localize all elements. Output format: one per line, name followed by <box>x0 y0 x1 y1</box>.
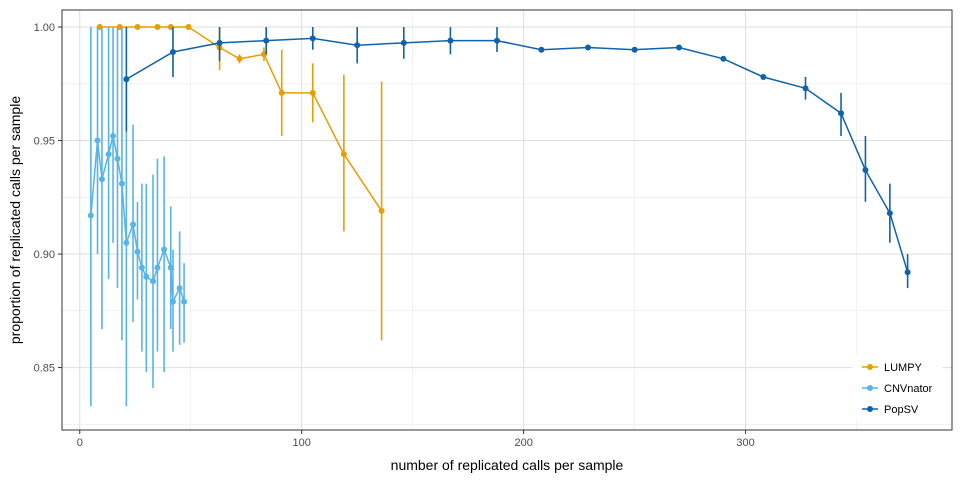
cnvnator-point <box>87 212 94 219</box>
y-tick-label: 0.90 <box>34 249 55 261</box>
legend: LUMPY CNVnator PopSV <box>852 354 942 420</box>
y-axis-title: proportion of replicated calls per sampl… <box>7 96 23 344</box>
series-layer <box>87 24 911 407</box>
panel-border <box>61 9 953 431</box>
x-tick-label: 200 <box>514 437 532 449</box>
x-tick-label: 100 <box>293 437 311 449</box>
cnvnator-point <box>161 246 168 253</box>
legend-label: CNVnator <box>884 383 933 395</box>
legend-label: PopSV <box>884 404 919 416</box>
cnvnator-point <box>149 278 156 285</box>
x-tick-label: 0 <box>77 437 83 449</box>
legend-item-popsv: PopSV <box>862 404 919 416</box>
popsv-point <box>631 46 638 53</box>
popsv-point <box>400 39 407 46</box>
lumpy-point <box>309 89 316 96</box>
popsv-line <box>126 37 909 273</box>
major-grid <box>62 10 952 430</box>
popsv-point <box>123 76 130 83</box>
cnvnator-point <box>105 151 112 158</box>
cnvnator-point <box>134 248 141 255</box>
x-axis-title: number of replicated calls per sample <box>391 457 624 473</box>
legend-item-cnvnator: CNVnator <box>862 383 933 395</box>
cnvnator-point <box>110 133 117 139</box>
popsv-point <box>263 37 270 44</box>
cnvnator-point <box>118 180 125 187</box>
popsv-point <box>354 42 361 49</box>
popsv-point <box>494 37 501 44</box>
popsv-point <box>886 210 893 217</box>
popsv-point <box>904 269 911 276</box>
lumpy-point <box>378 207 385 214</box>
cnvnator-point <box>138 264 145 271</box>
popsv-point <box>720 55 727 62</box>
cnvnator-point <box>167 264 174 271</box>
y-tick-label: 0.95 <box>34 136 55 148</box>
lumpy-point <box>236 55 243 62</box>
y-tick-label: 1.00 <box>34 22 55 34</box>
popsv-point <box>862 167 869 174</box>
lumpy-point <box>134 24 141 31</box>
y-tick-label: 0.85 <box>34 363 55 375</box>
lumpy-point <box>340 151 347 158</box>
legend-key-point <box>867 385 873 391</box>
cnvnator-point <box>94 137 101 144</box>
popsv-point <box>760 73 767 80</box>
popsv-point <box>676 44 683 51</box>
popsv-point <box>538 46 545 53</box>
minor-grid <box>62 10 952 430</box>
cnvnator-point <box>143 273 150 280</box>
cnvnator-point <box>181 298 188 305</box>
cnvnator-point <box>123 239 130 246</box>
cnvnator-point <box>98 176 105 183</box>
legend-key-point <box>867 364 873 370</box>
popsv-point <box>216 39 223 46</box>
legend-key-point <box>867 406 873 412</box>
popsv-point <box>802 85 809 92</box>
popsv-point <box>838 110 845 117</box>
legend-item-lumpy: LUMPY <box>862 362 923 374</box>
cnvnator-point <box>169 298 176 305</box>
x-tick-label: 300 <box>736 437 754 449</box>
popsv-point <box>585 44 592 51</box>
cnvnator-point <box>114 155 121 162</box>
series-cnvnator <box>87 27 188 407</box>
cnvnator-point <box>176 285 183 292</box>
popsv-point <box>169 49 176 55</box>
lumpy-point <box>185 24 192 31</box>
lumpy-point <box>278 89 285 96</box>
popsv-point <box>309 35 316 42</box>
popsv-point <box>447 37 454 44</box>
series-popsv <box>123 27 911 289</box>
cnvnator-point <box>154 264 161 271</box>
legend-label: LUMPY <box>884 362 923 374</box>
lumpy-point <box>154 24 161 31</box>
cnvnator-point <box>130 221 137 228</box>
axes-layer: 0 100 200 300 0.85 0.90 0.95 1.00 <box>34 22 755 449</box>
